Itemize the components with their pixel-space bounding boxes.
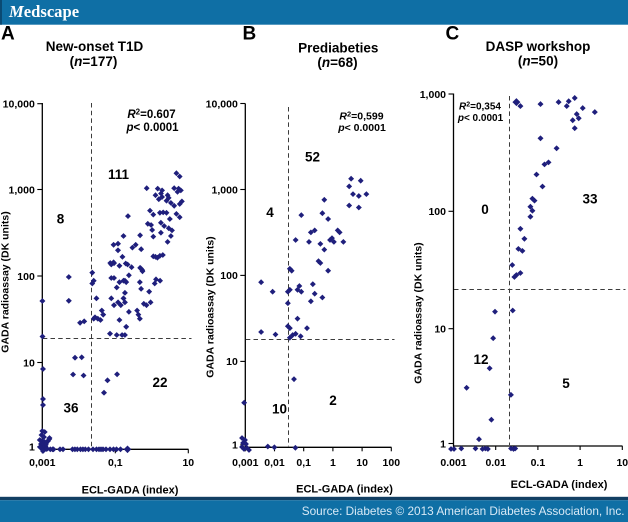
- svg-text:1,000: 1,000: [420, 89, 446, 101]
- svg-text:5: 5: [562, 376, 570, 391]
- svg-text:10: 10: [23, 357, 35, 369]
- svg-text:10: 10: [616, 457, 628, 469]
- svg-text:10: 10: [182, 457, 194, 469]
- svg-text:22: 22: [152, 375, 167, 390]
- svg-text:(n=68): (n=68): [317, 55, 357, 70]
- svg-text:R2=0.607: R2=0.607: [127, 108, 175, 122]
- svg-text:(n=177): (n=177): [70, 54, 118, 69]
- svg-text:10: 10: [434, 324, 446, 336]
- svg-text:100: 100: [220, 270, 238, 282]
- svg-text:1: 1: [29, 442, 35, 454]
- svg-text:10: 10: [226, 356, 238, 368]
- svg-text:Prediabeties: Prediabeties: [298, 41, 378, 56]
- svg-text:ECL-GADA (index): ECL-GADA (index): [296, 484, 393, 496]
- svg-text:GADA radioassay (DK units): GADA radioassay (DK units): [413, 242, 425, 383]
- svg-text:10,000: 10,000: [3, 99, 35, 111]
- svg-text:33: 33: [582, 192, 598, 207]
- svg-text:ECL-GADA (index): ECL-GADA (index): [82, 485, 179, 497]
- svg-text:0,001: 0,001: [232, 457, 258, 469]
- svg-text:0: 0: [481, 202, 489, 217]
- svg-text:Medscape: Medscape: [8, 2, 79, 21]
- svg-text:52: 52: [305, 150, 320, 165]
- svg-text:4: 4: [266, 205, 274, 220]
- svg-text:B: B: [243, 24, 257, 45]
- svg-text:100: 100: [383, 457, 401, 469]
- svg-text:p< 0.0001: p< 0.0001: [337, 122, 386, 134]
- svg-text:1: 1: [232, 440, 238, 452]
- svg-text:100: 100: [17, 271, 35, 283]
- svg-text:1: 1: [577, 457, 583, 469]
- svg-text:0.1: 0.1: [531, 457, 546, 469]
- svg-text:ECL-GADA (index): ECL-GADA (index): [511, 479, 608, 491]
- svg-text:New-onset T1D: New-onset T1D: [46, 39, 144, 54]
- svg-text:DASP workshop: DASP workshop: [486, 39, 591, 54]
- svg-text:0,1: 0,1: [296, 457, 311, 469]
- svg-text:1: 1: [440, 438, 446, 450]
- svg-text:10: 10: [356, 457, 368, 469]
- svg-text:12: 12: [473, 352, 488, 367]
- svg-text:10: 10: [272, 402, 287, 417]
- svg-text:1: 1: [330, 457, 336, 469]
- svg-text:0.001: 0.001: [440, 457, 466, 469]
- svg-text:(n=50): (n=50): [518, 54, 558, 69]
- svg-text:100: 100: [428, 206, 446, 218]
- svg-text:1,000: 1,000: [9, 184, 35, 196]
- svg-text:0.01: 0.01: [485, 457, 506, 469]
- svg-text:0,001: 0,001: [29, 457, 55, 469]
- svg-text:A: A: [1, 24, 15, 45]
- svg-text:36: 36: [63, 401, 79, 416]
- svg-text:1,000: 1,000: [212, 184, 238, 196]
- svg-text:GADA radioassay (DK units): GADA radioassay (DK units): [0, 211, 12, 352]
- svg-text:8: 8: [57, 212, 65, 227]
- svg-text:GADA radioassay (DK units): GADA radioassay (DK units): [205, 236, 217, 377]
- svg-text:R2=0,354: R2=0,354: [459, 102, 501, 113]
- svg-text:R2=0,599: R2=0,599: [339, 109, 383, 122]
- svg-text:p< 0.0001: p< 0.0001: [457, 113, 504, 124]
- svg-text:0,01: 0,01: [264, 457, 285, 469]
- svg-text:C: C: [446, 24, 460, 45]
- svg-text:0,1: 0,1: [108, 457, 123, 469]
- svg-text:2: 2: [329, 393, 337, 408]
- svg-text:Source: Diabetes © 2013 Americ: Source: Diabetes © 2013 American Diabete…: [302, 504, 625, 518]
- svg-text:10,000: 10,000: [206, 98, 238, 110]
- svg-text:p< 0.0001: p< 0.0001: [125, 122, 179, 134]
- svg-text:111: 111: [108, 167, 130, 182]
